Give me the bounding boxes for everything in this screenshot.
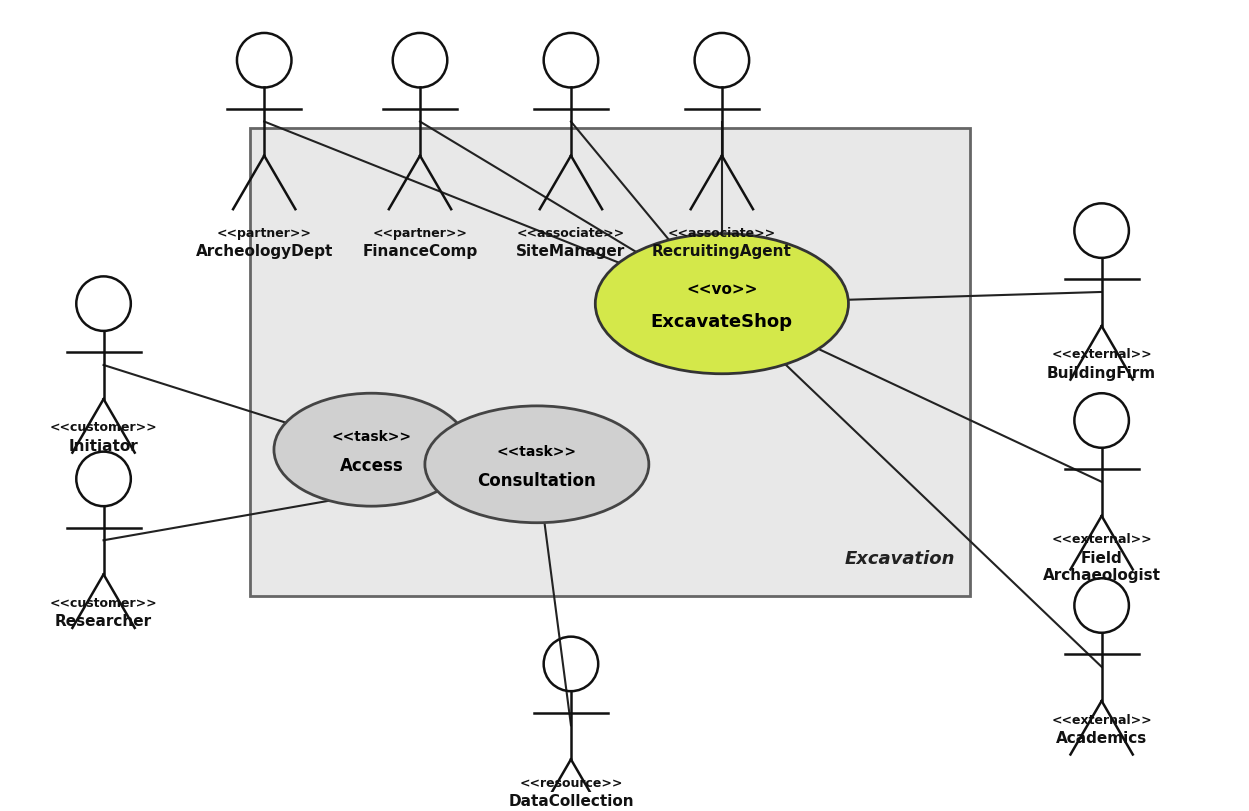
Ellipse shape [596, 234, 848, 375]
Text: <<external>>: <<external>> [1052, 348, 1152, 361]
Text: Access: Access [340, 457, 403, 474]
Text: BuildingFirm: BuildingFirm [1047, 366, 1157, 380]
Text: <<associate>>: <<associate>> [517, 226, 624, 239]
Text: ArcheologyDept: ArcheologyDept [196, 244, 333, 259]
Text: ExcavateShop: ExcavateShop [651, 313, 793, 331]
Text: <<associate>>: <<associate>> [668, 226, 776, 239]
Text: Field
Archaeologist: Field Archaeologist [1043, 551, 1160, 582]
Text: <<resource>>: <<resource>> [520, 776, 623, 789]
Text: RecruitingAgent: RecruitingAgent [652, 244, 792, 259]
Text: Initiator: Initiator [69, 439, 139, 453]
Text: SiteManager: SiteManager [516, 244, 626, 259]
Text: <<external>>: <<external>> [1052, 713, 1152, 726]
Text: Researcher: Researcher [55, 614, 152, 629]
Text: FinanceComp: FinanceComp [362, 244, 477, 259]
Text: <<partner>>: <<partner>> [217, 226, 312, 239]
Text: <<task>>: <<task>> [331, 430, 411, 444]
Text: <<external>>: <<external>> [1052, 533, 1152, 546]
Text: <<customer>>: <<customer>> [50, 596, 157, 609]
Text: DataCollection: DataCollection [508, 793, 633, 809]
Text: Excavation: Excavation [846, 549, 955, 567]
Text: <<partner>>: <<partner>> [372, 226, 467, 239]
Text: Academics: Academics [1055, 730, 1148, 745]
FancyBboxPatch shape [250, 129, 970, 596]
Ellipse shape [425, 406, 648, 523]
Text: <<task>>: <<task>> [497, 444, 577, 458]
Ellipse shape [274, 393, 468, 507]
Text: Consultation: Consultation [477, 471, 596, 489]
Text: <<customer>>: <<customer>> [50, 421, 157, 434]
Text: <<vo>>: <<vo>> [686, 281, 758, 296]
